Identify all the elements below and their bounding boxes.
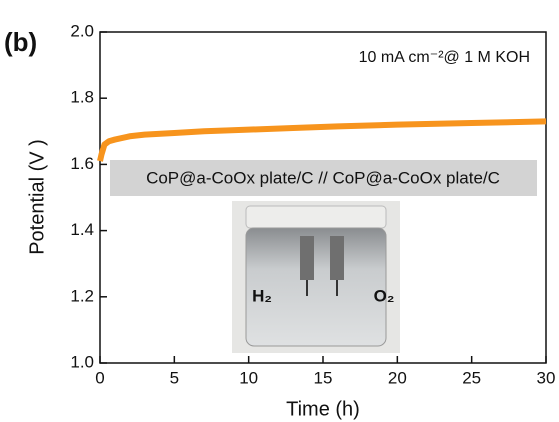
x-tick-label: 10 [239,368,258,387]
inset-label: O₂ [374,286,395,305]
inset-photo [232,201,400,353]
x-tick-label: 30 [537,368,556,387]
annotation: 10 mA cm⁻²@ 1 M KOH [359,49,530,66]
x-axis-title: Time (h) [286,398,360,420]
data-line [97,118,547,162]
x-tick-label: 25 [462,368,481,387]
x-tick-label: 5 [170,368,179,387]
y-tick-label: 1.6 [70,154,94,173]
y-tick-label: 1.8 [70,88,94,107]
y-tick-label: 1.2 [70,286,94,305]
x-tick-label: 0 [95,368,104,387]
legend-entry: CoP@a-CoOx plate/C // CoP@a-CoOx plate/C [146,168,500,187]
y-tick-label: 1.0 [70,352,94,371]
inset-label: H₂ [252,286,272,305]
x-tick-label: 20 [388,368,407,387]
y-tick-label: 2.0 [70,21,94,40]
y-tick-label: 1.4 [70,220,94,239]
panel-label: (b) [4,27,37,57]
legend-box [110,160,537,196]
x-tick-label: 15 [314,368,333,387]
y-axis-title: Potential (V ) [26,139,48,255]
